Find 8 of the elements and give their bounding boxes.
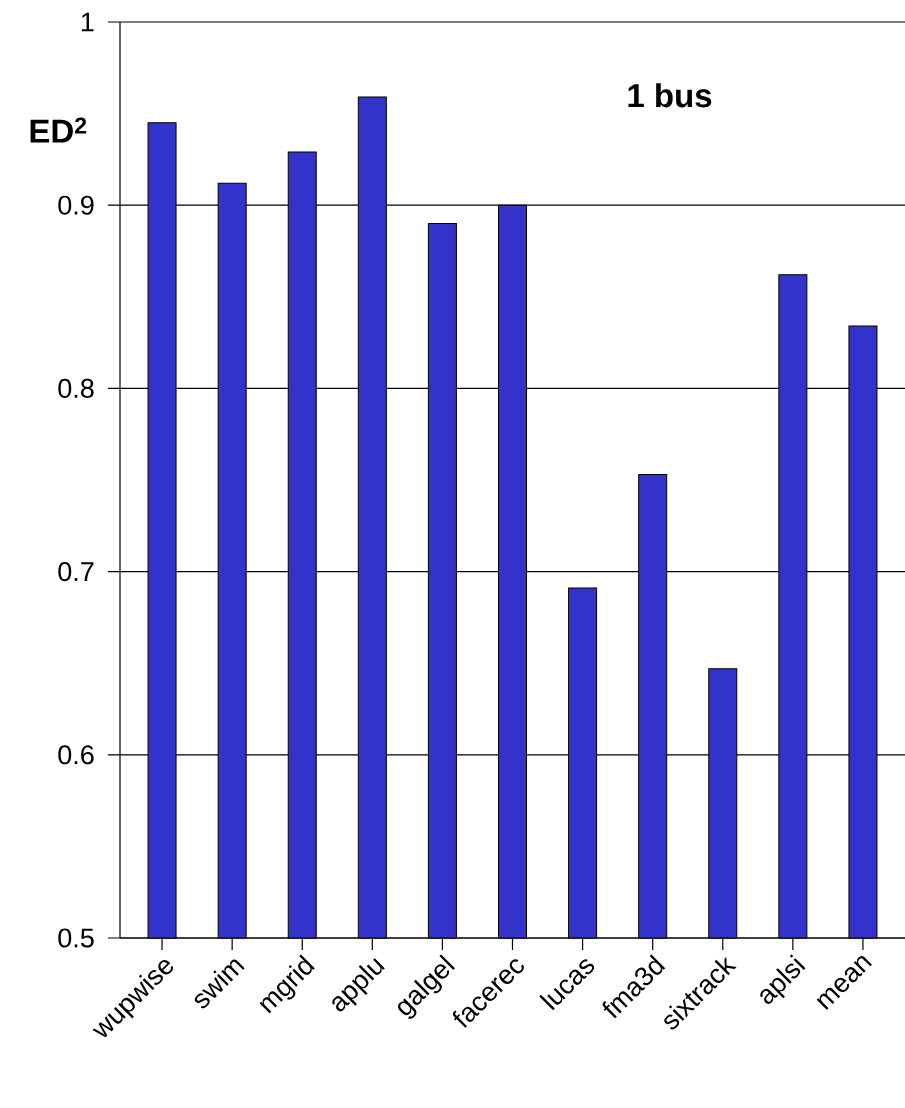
y-tick-label: 0.7: [58, 562, 94, 582]
y-tick-label: 0.6: [58, 745, 94, 765]
y-axis-title: ED$^{2}$: [30, 117, 87, 143]
y-tick-label: 0.5: [58, 928, 94, 948]
y-tick-label: 0.8: [58, 378, 94, 398]
text: 1 bus: [628, 83, 712, 108]
y-tick-label: 1: [81, 12, 94, 32]
y-tick-label: 0.9: [58, 195, 94, 215]
